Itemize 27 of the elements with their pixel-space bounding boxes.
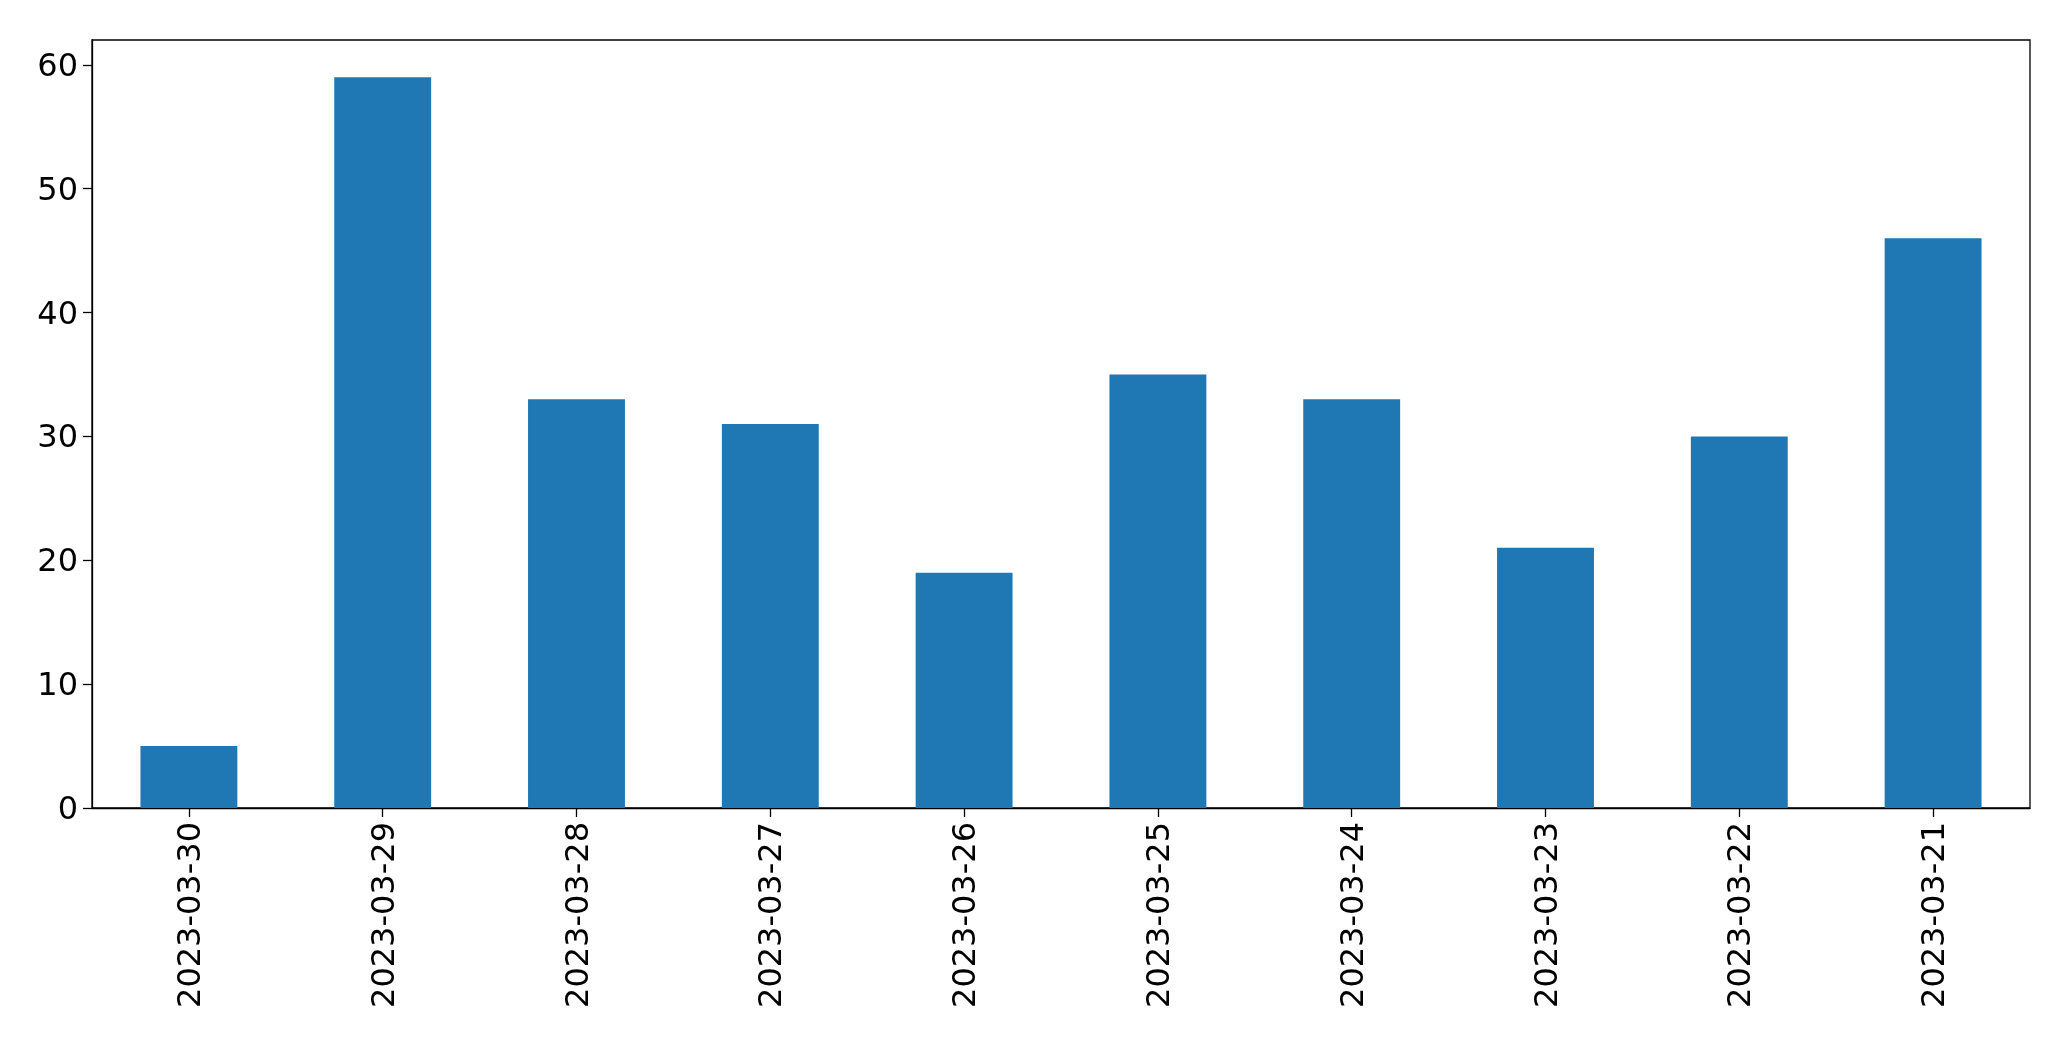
bar bbox=[1303, 399, 1401, 808]
bar bbox=[140, 746, 238, 808]
bar bbox=[1884, 238, 1982, 808]
y-tick-label: 10 bbox=[37, 665, 78, 704]
x-tick-label: 2023-03-28 bbox=[557, 822, 596, 1008]
x-tick-label: 2023-03-27 bbox=[751, 822, 790, 1008]
y-tick-label: 50 bbox=[37, 169, 78, 208]
bar bbox=[721, 424, 819, 808]
bar bbox=[1690, 436, 1788, 808]
bar bbox=[915, 572, 1013, 808]
y-tick-label: 30 bbox=[37, 417, 78, 456]
x-tick-label: 2023-03-22 bbox=[1720, 822, 1759, 1008]
x-tick-label: 2023-03-21 bbox=[1914, 822, 1953, 1008]
x-tick-label: 2023-03-25 bbox=[1138, 822, 1177, 1008]
bar bbox=[528, 399, 625, 808]
x-tick-label: 2023-03-23 bbox=[1526, 822, 1565, 1008]
y-tick-label: 60 bbox=[37, 45, 78, 84]
x-tick-label: 2023-03-30 bbox=[169, 822, 208, 1008]
bar bbox=[1109, 374, 1207, 808]
x-tick-label: 2023-03-26 bbox=[945, 822, 984, 1008]
x-tick-label: 2023-03-24 bbox=[1332, 822, 1371, 1008]
bar bbox=[1497, 547, 1594, 808]
y-tick-label: 20 bbox=[37, 541, 78, 580]
y-tick-label: 40 bbox=[37, 293, 78, 332]
bar bbox=[334, 77, 432, 808]
y-tick-label: 0 bbox=[57, 789, 78, 827]
x-tick-label: 2023-03-29 bbox=[363, 822, 402, 1008]
